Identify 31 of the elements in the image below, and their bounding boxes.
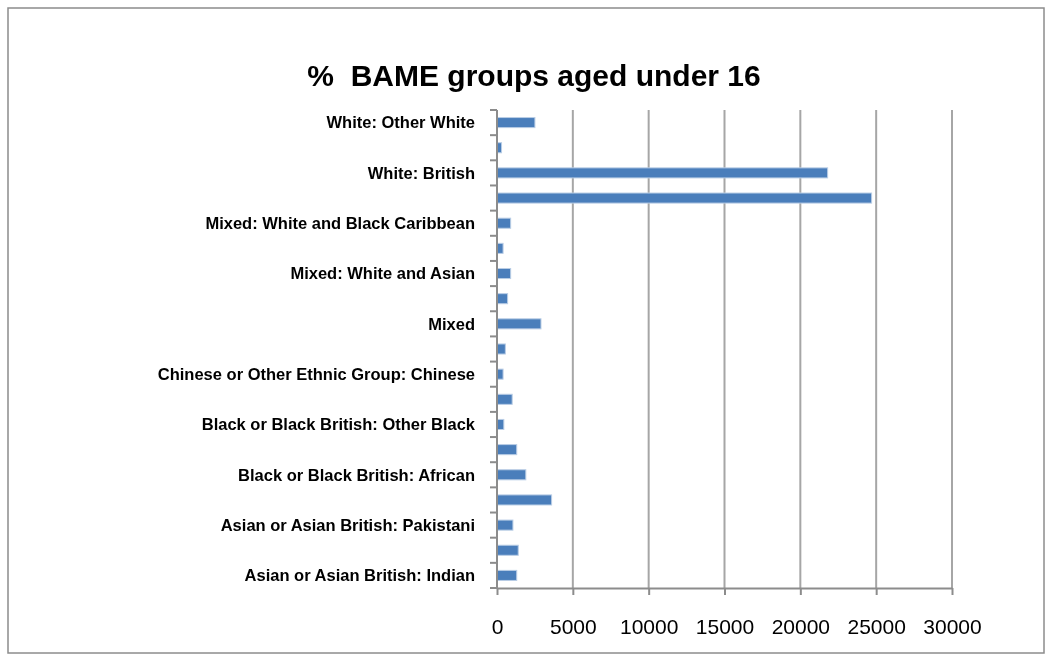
y-tick-label: Black or Black British: Other Black [201,415,476,434]
bar [496,318,542,330]
x-tick-label: 30000 [923,614,982,638]
x-tick-label: 25000 [847,614,906,638]
bar [496,519,514,531]
x-tick-label: 20000 [771,614,831,638]
bar [496,544,519,556]
bar [496,444,518,456]
bar [496,393,513,405]
bar [496,167,829,179]
y-tick-label: White: Other White [326,113,475,132]
x-tick-label: 10000 [619,614,679,638]
bar [496,569,518,581]
y-tick-label: Mixed: White and Black Caribbean [205,213,475,232]
y-tick-label: Asian or Asian British: Pakistani [220,515,475,534]
y-tick-label: Asian or Asian British: Indian [244,566,475,585]
bar [496,343,506,355]
y-tick-label: Mixed: White and Asian [290,264,475,283]
bar [496,192,873,204]
bar [496,117,536,129]
bar [496,494,553,506]
y-tick-label: White: British [367,163,475,182]
chart-title: % BAME groups aged under 16 [307,59,761,92]
y-tick-label: Black or Black British: African [238,465,475,484]
x-tick-label: 5000 [549,614,597,638]
x-tick-label: 15000 [695,614,755,638]
y-tick-label: Chinese or Other Ethnic Group: Chinese [157,364,475,383]
bar [496,469,527,481]
y-tick-label: Mixed [428,314,475,333]
x-tick-label: 0 [491,614,504,638]
bar [496,368,504,380]
